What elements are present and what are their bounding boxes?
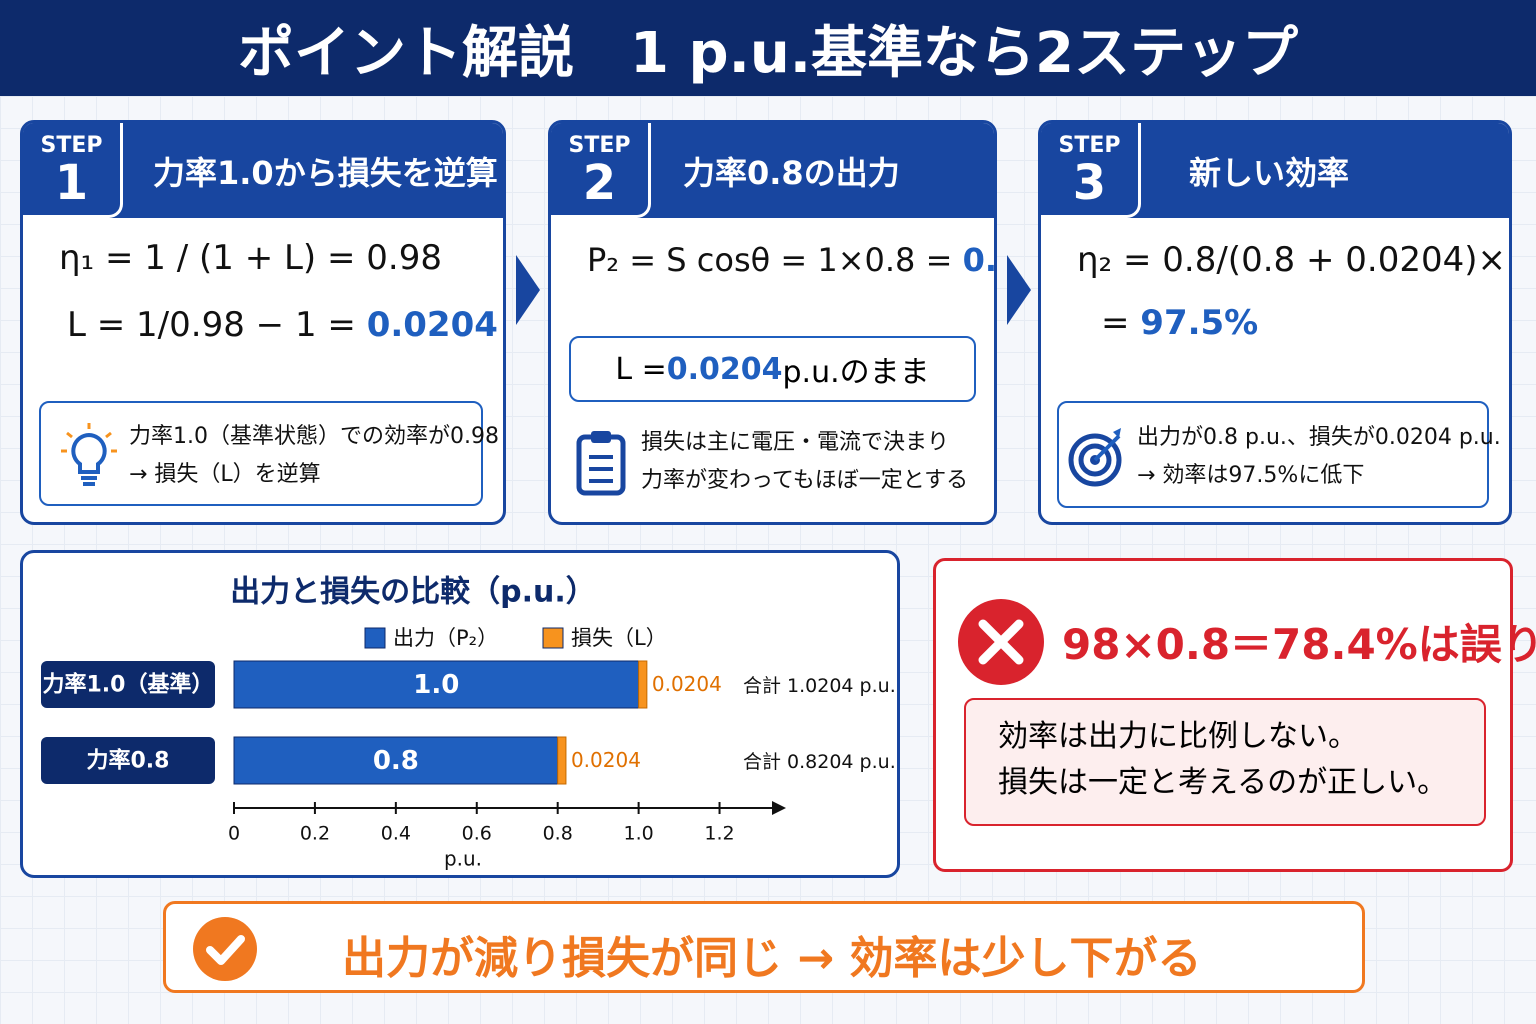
x-tick-label: 0.8	[543, 823, 573, 845]
note-line: 出力が0.8 p.u.、損失が0.0204 p.u.	[1137, 424, 1501, 450]
check-icon	[193, 917, 257, 981]
step-number: 1	[54, 155, 89, 211]
note-line: 力率1.0（基準状態）での効率が0.98	[129, 423, 499, 449]
step-badge: STEP 2	[551, 123, 651, 218]
x-tick-label: 0.6	[462, 823, 492, 845]
icon	[1067, 422, 1127, 496]
formula-part: L =	[615, 351, 667, 387]
header-title: ポイント解説 1 p.u.基準なら2ステップ	[0, 0, 1536, 96]
bar-value-label: 0.8	[373, 746, 419, 776]
axis-arrow	[772, 801, 786, 815]
category-label: 力率1.0（基準）	[43, 672, 214, 698]
formula: = 97.5%	[1101, 303, 1258, 343]
chart-title: 出力と損失の比較（p.u.）	[230, 575, 596, 610]
conclusion-text: 出力が減り損失が同じ → 効率は少し下がる	[342, 933, 1202, 984]
x-tick-label: 0.4	[381, 823, 411, 845]
step-number: 2	[582, 155, 617, 211]
step-card: STEP 1 力率1.0から損失を逆算 η₁ = 1 / (1 + L) = 0.98…	[20, 120, 506, 525]
note-box: 損失は主に電圧・電流で決まり 力率が変わってもほぼ一定とする	[567, 421, 974, 503]
step-badge-label: STEP	[1058, 133, 1121, 158]
note-text: 力率1.0（基準状態）での効率が0.98 → 損失（L）を逆算	[129, 418, 499, 494]
step-number: 3	[1072, 155, 1107, 211]
note-line: → 損失（L）を逆算	[129, 461, 321, 487]
x-tick-label: 1.2	[704, 823, 734, 845]
chart-panel: 出力と損失の比較（p.u.） 出力（P₂） 損失（L） 力率1.0（基準） 1.0 0.0…	[20, 550, 900, 878]
x-tick-label: 1.0	[624, 823, 654, 845]
conclusion-box: 出力が減り損失が同じ → 効率は少し下がる	[163, 901, 1365, 993]
formula-part: η₁ = 1 / (1 + L) = 0.98	[59, 238, 442, 278]
formula: P₂ = S cosθ = 1×0.8 = 0.8 p.u.	[587, 241, 997, 279]
step-badge-label: STEP	[40, 133, 103, 158]
bar-segment	[557, 736, 567, 785]
icon	[59, 421, 119, 495]
category-label: 力率0.8	[87, 748, 170, 774]
bar-value-label: 0.0204	[652, 672, 722, 696]
total-annotation: 合計 0.8204 p.u.	[743, 751, 896, 773]
arrow	[1007, 255, 1031, 325]
step-title: 力率1.0から損失を逆算	[153, 153, 498, 192]
legend-swatch	[542, 627, 564, 649]
note-text: 出力が0.8 p.u.、損失が0.0204 p.u. → 効率は97.5%に低下	[1137, 419, 1501, 495]
formula-part: 0.0204	[666, 351, 783, 387]
formula-part: 0.8 p.u.	[962, 241, 997, 279]
category-box	[41, 661, 215, 708]
category-box	[41, 737, 215, 784]
formula-box: L = 0.0204 p.u.のまま	[569, 336, 976, 402]
x-icon	[958, 599, 1044, 685]
step-title: 力率0.8の出力	[683, 153, 900, 192]
note-line: → 効率は97.5%に低下	[1137, 462, 1365, 488]
note-box: 出力が0.8 p.u.、損失が0.0204 p.u. → 効率は97.5%に低下	[1057, 401, 1501, 508]
formula-part: P₂ = S cosθ = 1×0.8 =	[587, 241, 963, 279]
step-badge: STEP 3	[1041, 123, 1141, 218]
icon	[571, 427, 631, 501]
x-axis-label: p.u.	[444, 847, 482, 871]
bar-value-label: 0.0204	[571, 748, 641, 772]
note-box: 力率1.0（基準状態）での効率が0.98 → 損失（L）を逆算	[39, 401, 499, 506]
formula-part: 0.0204 p.u.	[366, 305, 503, 345]
formula: η₂ = 0.8/(0.8 + 0.0204)×100	[1077, 240, 1509, 280]
step-badge: STEP 1	[23, 123, 123, 218]
formula-part: p.u.のまま	[782, 355, 930, 390]
x-tick-label: 0	[228, 823, 240, 845]
step-title: 新しい効率	[1189, 153, 1350, 192]
bar-value-label: 1.0	[413, 670, 459, 700]
error-text: 効率は出力に比例しない。	[998, 719, 1358, 754]
formula-part: =	[1101, 303, 1141, 343]
note-line: 力率が変わってもほぼ一定とする	[641, 468, 969, 493]
total-annotation: 合計 1.0204 p.u.	[743, 675, 896, 697]
note-text: 損失は主に電圧・電流で決まり 力率が変わってもほぼ一定とする	[641, 424, 968, 500]
x-tick-label: 0.2	[300, 823, 330, 845]
legend-label: 損失（L）	[571, 626, 667, 650]
bar-segment	[638, 660, 648, 709]
formula: η₁ = 1 / (1 + L) = 0.98	[59, 238, 442, 278]
legend-swatch	[364, 627, 386, 649]
formula: L = 1/0.98 − 1 = 0.0204 p.u.	[67, 305, 503, 345]
arrow	[516, 255, 540, 325]
formula-part: 97.5%	[1140, 303, 1259, 343]
formula-part: L = 1/0.98 − 1 =	[67, 305, 367, 345]
error-box: 98×0.8＝78.4%は誤り 効率は出力に比例しない。 損失は一定と考えるのが…	[933, 558, 1536, 872]
note-line: 損失は主に電圧・電流で決まり	[641, 430, 950, 455]
error-text: 損失は一定と考えるのが正しい。	[998, 765, 1448, 800]
legend-label: 出力（P₂）	[393, 626, 498, 650]
formula-part: η₂ = 0.8/(0.8 + 0.0204)×100	[1077, 240, 1509, 280]
bar-segment	[233, 660, 640, 709]
chart: 出力と損失の比較（p.u.） 出力（P₂） 損失（L） 力率1.0（基準） 1.0 0.0…	[41, 575, 896, 871]
error-title: 98×0.8＝78.4%は誤り	[1062, 620, 1536, 669]
step-badge-label: STEP	[568, 133, 631, 158]
